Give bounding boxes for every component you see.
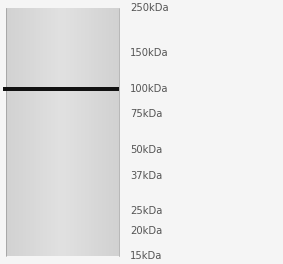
Bar	[94, 8, 96, 256]
Bar	[59, 8, 60, 256]
Bar	[87, 8, 89, 256]
Bar	[51, 8, 53, 256]
Text: 37kDa: 37kDa	[130, 171, 162, 181]
Bar	[40, 8, 42, 256]
Bar	[15, 8, 17, 256]
Text: 75kDa: 75kDa	[130, 109, 162, 119]
Bar	[117, 8, 119, 256]
Text: 20kDa: 20kDa	[130, 226, 162, 236]
Bar	[8, 8, 9, 256]
Bar	[76, 8, 77, 256]
Bar	[55, 8, 57, 256]
Bar	[104, 8, 106, 256]
Bar	[93, 8, 94, 256]
Bar	[3, 87, 119, 91]
Bar	[28, 8, 30, 256]
Bar	[57, 8, 59, 256]
Bar	[6, 8, 8, 256]
Bar	[108, 8, 110, 256]
Bar	[21, 8, 23, 256]
Bar	[66, 8, 68, 256]
Bar	[83, 8, 85, 256]
Bar	[79, 8, 81, 256]
Bar	[110, 8, 111, 256]
Bar	[74, 8, 76, 256]
Text: 150kDa: 150kDa	[130, 48, 169, 58]
Bar	[115, 8, 117, 256]
Bar	[102, 8, 104, 256]
Bar	[9, 8, 11, 256]
Bar	[100, 8, 102, 256]
Bar	[98, 8, 100, 256]
Bar	[45, 8, 47, 256]
Bar	[106, 8, 108, 256]
Bar	[89, 8, 91, 256]
Bar	[23, 8, 25, 256]
Bar	[77, 8, 79, 256]
Bar	[85, 8, 87, 256]
Bar	[68, 8, 70, 256]
Text: 50kDa: 50kDa	[130, 145, 162, 155]
Bar	[19, 8, 21, 256]
Bar	[36, 8, 38, 256]
Bar	[53, 8, 55, 256]
Bar	[34, 8, 36, 256]
Bar	[62, 8, 64, 256]
Bar	[64, 8, 66, 256]
Bar	[43, 8, 45, 256]
Bar	[47, 8, 49, 256]
Bar	[25, 8, 26, 256]
Bar	[96, 8, 98, 256]
Bar	[70, 8, 72, 256]
Bar	[30, 8, 32, 256]
Bar	[11, 8, 13, 256]
Bar	[49, 8, 51, 256]
Bar	[32, 8, 34, 256]
Text: 100kDa: 100kDa	[130, 84, 169, 94]
Bar	[113, 8, 115, 256]
Bar	[26, 8, 28, 256]
Bar	[60, 8, 62, 256]
Bar	[42, 8, 43, 256]
Text: 15kDa: 15kDa	[130, 251, 162, 261]
Bar	[38, 8, 40, 256]
Bar	[111, 8, 113, 256]
Bar	[13, 8, 15, 256]
Bar	[72, 8, 74, 256]
Bar	[81, 8, 83, 256]
Text: 250kDa: 250kDa	[130, 3, 169, 13]
Bar	[91, 8, 93, 256]
Bar	[17, 8, 19, 256]
Text: 25kDa: 25kDa	[130, 206, 162, 216]
